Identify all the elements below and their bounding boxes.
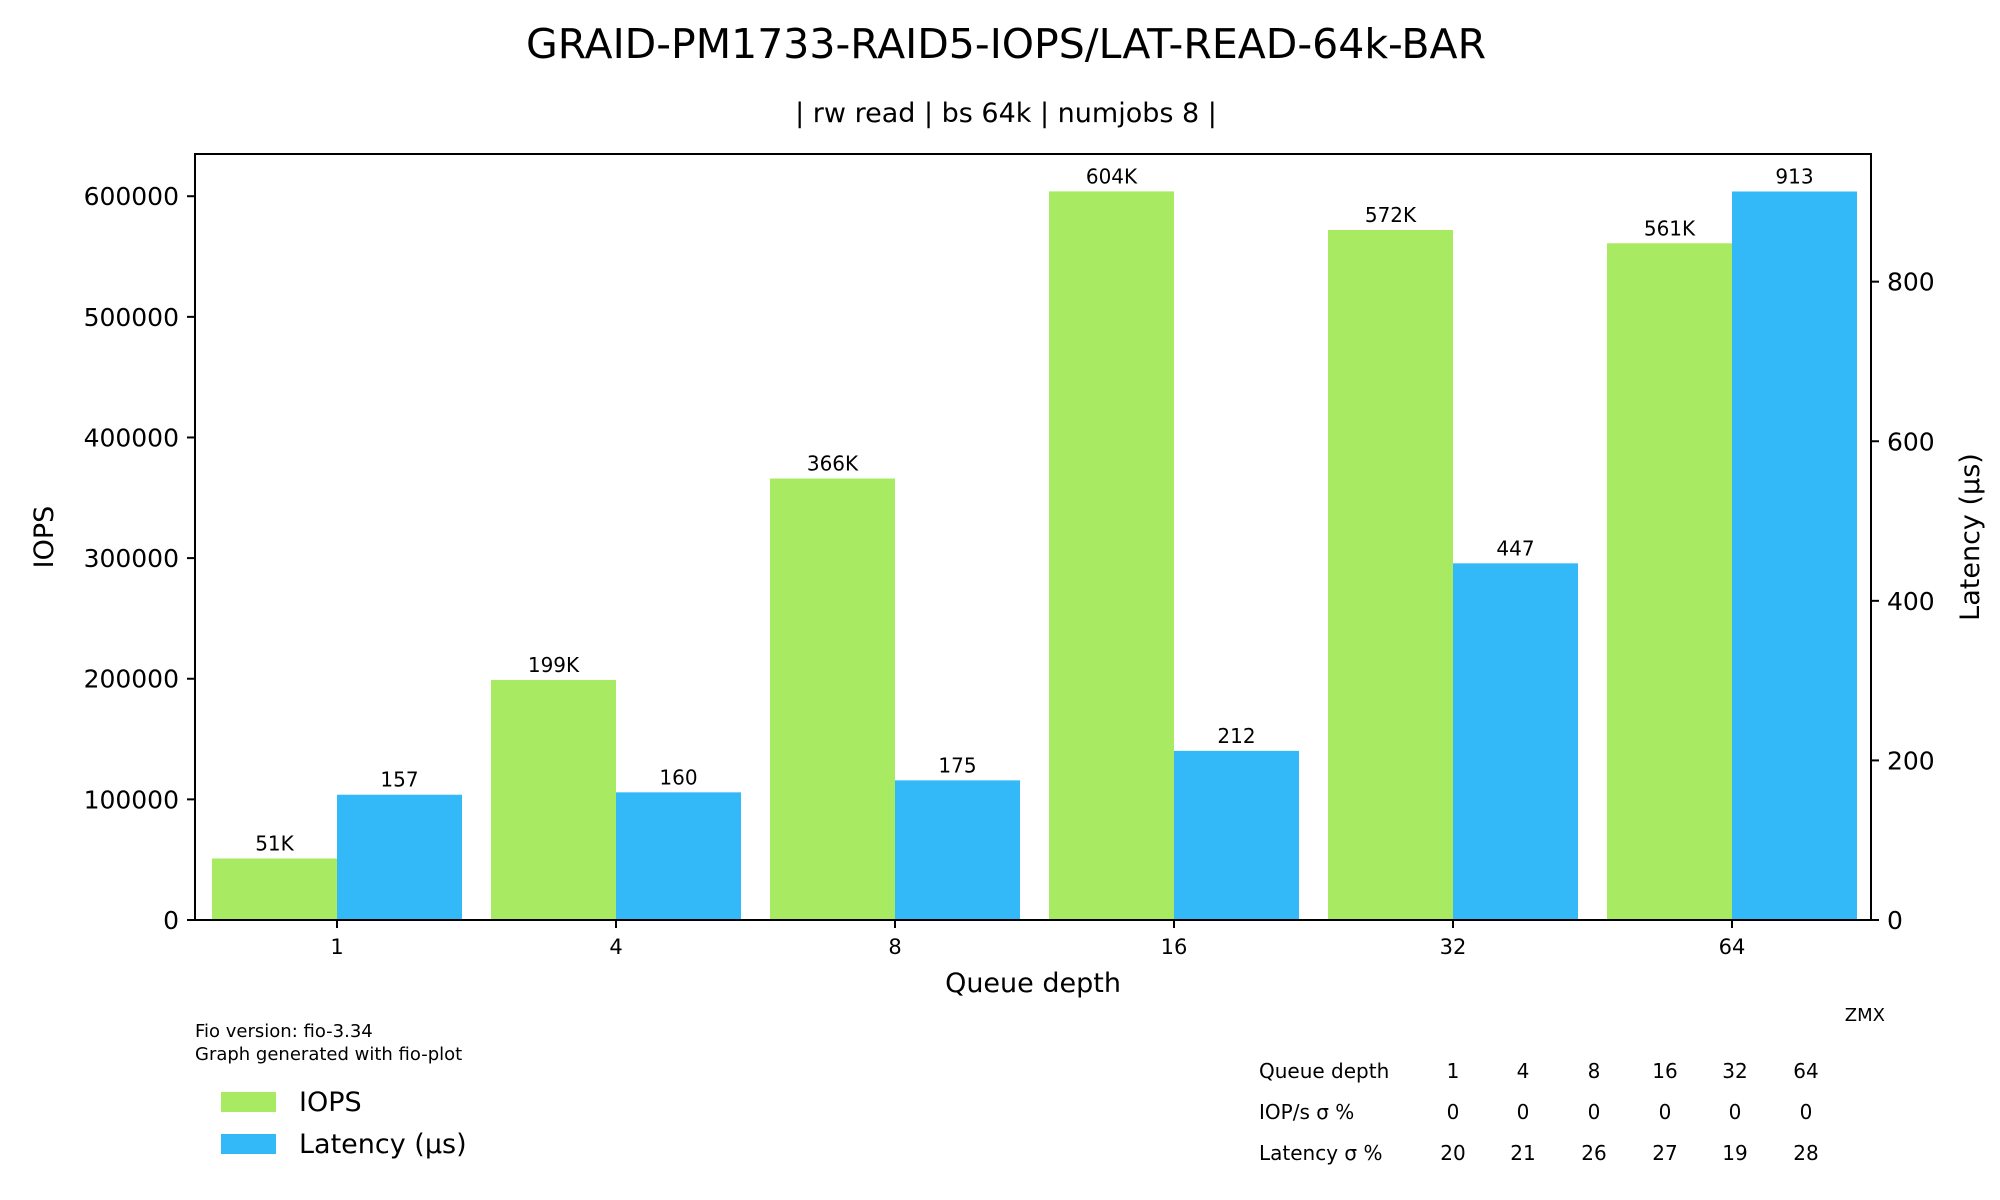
chart-subtitle: | rw read | bs 64k | numjobs 8 |	[795, 98, 1217, 129]
stats-cell: 0	[1800, 1100, 1813, 1124]
bar-latency-s-qd-16	[1174, 750, 1299, 920]
right-tick-label: 200	[1887, 746, 1935, 775]
x-axis-ticks: 1 4 8 16 32 64	[330, 920, 1745, 959]
left-tick-label: 0	[163, 906, 179, 935]
stats-cell: 27	[1652, 1141, 1677, 1165]
left-tick-label: 100000	[84, 785, 179, 814]
right-axis-ticks: 0 200 400 600 800	[1871, 268, 1935, 935]
data-label-iops-qd-1: 51K	[255, 831, 294, 855]
bar-iops-qd-64	[1607, 243, 1732, 921]
stats-cell: 32	[1722, 1059, 1747, 1083]
bar-iops-qd-8	[770, 478, 895, 920]
y-axis-left-label: IOPS	[29, 506, 60, 569]
legend: IOPS Latency (µs)	[221, 1087, 467, 1160]
bar-latency-s-qd-4	[616, 792, 741, 920]
x-tick-label: 32	[1440, 935, 1467, 959]
stats-cell: 0	[1588, 1100, 1601, 1124]
x-tick-label: 1	[330, 935, 343, 959]
data-label-latency-s-qd-16: 212	[1217, 724, 1255, 748]
generated-with-note: Graph generated with fio-plot	[195, 1044, 462, 1065]
left-tick-label: 400000	[84, 423, 179, 452]
stats-cell: 4	[1517, 1059, 1530, 1083]
x-axis-label: Queue depth	[945, 968, 1121, 999]
stats-cell: 8	[1588, 1059, 1601, 1083]
stats-cell: 20	[1440, 1141, 1465, 1165]
bar-latency-s-qd-1	[337, 794, 462, 920]
bars-group	[212, 191, 1857, 921]
fio-version-note: Fio version: fio-3.34	[195, 1021, 373, 1042]
stats-cell: 16	[1652, 1059, 1677, 1083]
data-label-latency-s-qd-8: 175	[938, 753, 976, 777]
data-label-latency-s-qd-64: 913	[1775, 165, 1813, 189]
legend-label-iops: IOPS	[299, 1087, 362, 1118]
data-label-iops-qd-4: 199K	[528, 653, 580, 677]
stats-cell: 1	[1447, 1059, 1460, 1083]
stats-cell: 0	[1659, 1100, 1672, 1124]
left-axis-ticks: 0 100000 200000 300000 400000 500000 600000	[84, 182, 195, 935]
watermark-zmx: ZMX	[1845, 1005, 1885, 1026]
bar-iops-qd-32	[1328, 229, 1453, 921]
legend-swatch-iops	[221, 1092, 276, 1112]
right-tick-label: 0	[1887, 906, 1903, 935]
right-tick-label: 800	[1887, 268, 1935, 297]
left-tick-label: 300000	[84, 544, 179, 573]
bar-iops-qd-4	[491, 679, 616, 920]
legend-label-latency: Latency (µs)	[299, 1129, 467, 1160]
x-tick-label: 8	[888, 935, 901, 959]
left-tick-label: 500000	[84, 303, 179, 332]
data-label-latency-s-qd-1: 157	[380, 768, 418, 792]
bar-latency-s-qd-32	[1453, 563, 1578, 920]
x-tick-label: 4	[609, 935, 622, 959]
data-label-iops-qd-8: 366K	[807, 451, 859, 475]
stats-cell: 0	[1517, 1100, 1530, 1124]
right-tick-label: 400	[1887, 587, 1935, 616]
bar-latency-s-qd-64	[1732, 191, 1857, 921]
data-label-latency-s-qd-4: 160	[659, 765, 697, 789]
left-tick-label: 600000	[84, 182, 179, 211]
stats-row-label: Latency σ %	[1259, 1141, 1382, 1165]
bar-iops-qd-16	[1049, 191, 1174, 921]
data-label-iops-qd-32: 572K	[1365, 203, 1417, 227]
chart-title: GRAID-PM1733-RAID5-IOPS/LAT-READ-64k-BAR	[526, 20, 1486, 68]
bar-latency-s-qd-8	[895, 780, 1020, 920]
stats-cell: 28	[1793, 1141, 1818, 1165]
data-label-latency-s-qd-32: 447	[1496, 536, 1534, 560]
stats-row-label: IOP/s σ %	[1259, 1100, 1354, 1124]
data-label-iops-qd-16: 604K	[1086, 164, 1138, 188]
data-label-iops-qd-64: 561K	[1644, 216, 1696, 240]
data-labels-group: 51K 199K 366K 604K 572K 561K 157 160 175 212 447 91…	[255, 164, 1813, 855]
stats-cell: 0	[1447, 1100, 1460, 1124]
plot-frame	[194, 153, 1872, 921]
right-tick-label: 600	[1887, 427, 1935, 456]
stats-cell: 0	[1729, 1100, 1742, 1124]
bar-iops-qd-1	[212, 858, 337, 920]
stats-cell: 21	[1510, 1141, 1535, 1165]
x-tick-label: 16	[1161, 935, 1188, 959]
stats-cell: 19	[1722, 1141, 1747, 1165]
stats-table: Queue depth 1 4 8 16 32 64 IOP/s σ % 0 0 0 0 0 0 Laten…	[1259, 1059, 1819, 1165]
stats-cell: 26	[1581, 1141, 1606, 1165]
y-axis-right-label: Latency (µs)	[1955, 453, 1986, 621]
legend-swatch-latency	[221, 1134, 276, 1154]
x-tick-label: 64	[1719, 935, 1746, 959]
stats-cell: 64	[1793, 1059, 1818, 1083]
stats-row-label: Queue depth	[1259, 1059, 1389, 1083]
left-tick-label: 200000	[84, 665, 179, 694]
